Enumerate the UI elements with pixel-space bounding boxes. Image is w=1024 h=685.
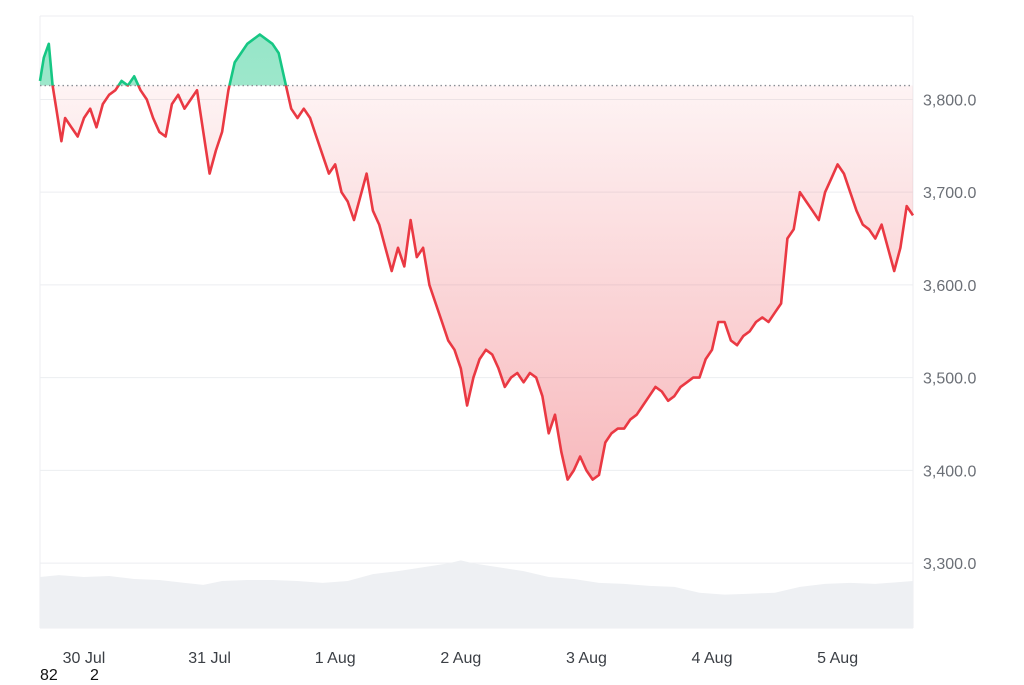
fill-below-baseline bbox=[40, 85, 913, 480]
y-tick-label: 3,400.0 bbox=[923, 463, 976, 480]
x-tick-label: 2 Aug bbox=[440, 650, 481, 667]
volume-area-shape bbox=[40, 560, 913, 628]
volume-area bbox=[40, 560, 913, 628]
x-tick-label: 5 Aug bbox=[817, 650, 858, 667]
y-tick-label: 3,700.0 bbox=[923, 185, 976, 202]
x-tick-label: 4 Aug bbox=[692, 650, 733, 667]
footer-count-left: 82 bbox=[40, 667, 58, 684]
y-tick-label: 3,500.0 bbox=[923, 371, 976, 388]
footer-count-right: 2 bbox=[90, 667, 99, 684]
x-tick-label: 31 Jul bbox=[188, 650, 231, 667]
x-tick-label: 3 Aug bbox=[566, 650, 607, 667]
y-tick-label: 3,300.0 bbox=[923, 556, 976, 573]
y-tick-label: 3,800.0 bbox=[923, 92, 976, 109]
x-axis: 30 Jul 31 Jul 1 Aug 2 Aug 3 Aug 4 Aug 5 Aug bbox=[63, 650, 858, 667]
x-tick-label: 30 Jul bbox=[63, 650, 106, 667]
price-series[interactable] bbox=[38, 33, 915, 481]
y-tick-label: 3,600.0 bbox=[923, 278, 976, 295]
x-tick-label: 1 Aug bbox=[315, 650, 356, 667]
price-fill bbox=[40, 34, 913, 480]
series-line-below[interactable] bbox=[40, 35, 915, 481]
y-axis: 3,300.0 3,400.0 3,500.0 3,600.0 3,700.0 3,800… bbox=[923, 92, 976, 573]
